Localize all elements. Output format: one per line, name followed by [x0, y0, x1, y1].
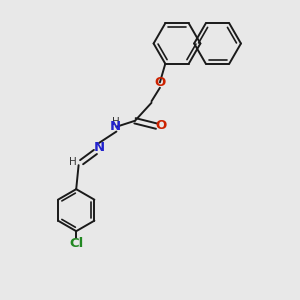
Text: O: O	[155, 119, 166, 132]
Text: N: N	[93, 141, 105, 154]
Text: H: H	[112, 117, 120, 127]
Text: H: H	[69, 157, 76, 166]
Text: N: N	[110, 120, 122, 133]
Text: O: O	[154, 76, 166, 89]
Text: Cl: Cl	[69, 237, 83, 250]
